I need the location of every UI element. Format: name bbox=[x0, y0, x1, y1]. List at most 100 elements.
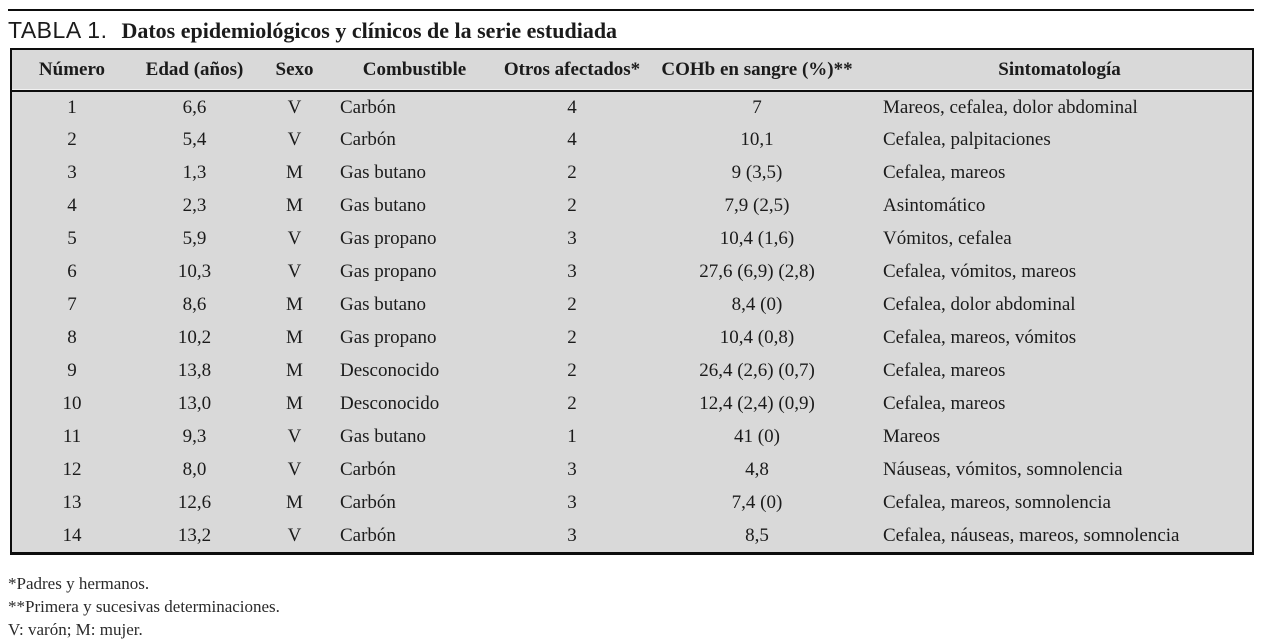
table-row: 2 5,4 V Carbón 4 10,1 Cefalea, palpitaciones bbox=[12, 123, 1252, 156]
table-row: 6 10,3 V Gas propano 3 27,6 (6,9) (2,8) Cefale… bbox=[12, 255, 1252, 288]
table-cell: 7 bbox=[647, 90, 867, 123]
footnote-determinaciones: **Primera y sucesivas determinaciones. bbox=[8, 597, 280, 616]
column-header-cohb: COHb en sangre (%)** bbox=[647, 50, 867, 90]
table-header: Número Edad (años) Sexo Combustible Otro… bbox=[12, 50, 1252, 90]
footnote-sexo-legend: V: varón; M: mujer. bbox=[8, 620, 143, 639]
table-cell: Desconocido bbox=[340, 392, 440, 414]
table-row: 1 6,6 V Carbón 4 7 Mareos, cefalea, dolor abdo… bbox=[12, 90, 1252, 123]
table-cell: 3 bbox=[567, 458, 577, 480]
column-header-sexo: Sexo bbox=[257, 50, 332, 90]
table-cell: Gas propano bbox=[340, 260, 437, 282]
table-cell: M bbox=[286, 293, 303, 315]
footnote-otros-afectados: *Padres y hermanos. bbox=[8, 574, 150, 593]
header-row: Número Edad (años) Sexo Combustible Otro… bbox=[12, 50, 1252, 90]
table-row: 7 8,6 M Gas butano 2 8,4 (0) Cefalea, dolor ab… bbox=[12, 288, 1252, 321]
table-cell: 14 bbox=[62, 524, 82, 546]
column-header-numero: Número bbox=[12, 50, 132, 90]
column-header-sintomatologia: Sintomatología bbox=[867, 50, 1252, 90]
table-cell: 8,6 bbox=[182, 293, 207, 315]
table-cell: Gas propano bbox=[340, 227, 437, 249]
table-cell: 4,8 bbox=[745, 458, 769, 480]
column-header-edad: Edad (años) bbox=[132, 50, 257, 90]
table-cell: Cefalea, mareos, somnolencia bbox=[883, 491, 1111, 513]
table-cell: Cefalea, náuseas, mareos, somnolencia bbox=[883, 524, 1180, 546]
table-cell: Carbón bbox=[340, 458, 396, 480]
table-cell: 6,6 bbox=[132, 90, 257, 123]
table-cell: 7,4 (0) bbox=[731, 491, 783, 513]
table-title: TABLA 1. Datos epidemiológicos y clínicos… bbox=[8, 17, 617, 44]
table-number-label: TABLA 1. bbox=[8, 17, 108, 43]
table-cell: 7 bbox=[67, 293, 77, 315]
table-cell: 11 bbox=[62, 425, 82, 447]
table-cell: Cefalea, mareos, vómitos bbox=[883, 326, 1077, 348]
epidemiology-table: Número Edad (años) Sexo Combustible Otro… bbox=[10, 48, 1254, 555]
table-cell: 41 (0) bbox=[734, 425, 780, 447]
table-row: 8 10,2 M Gas propano 2 10,4 (0,8) Cefalea, mar… bbox=[12, 321, 1252, 354]
table-cell: Náuseas, vómitos, somnolencia bbox=[883, 458, 1123, 480]
table-cell: 10 bbox=[62, 392, 82, 414]
table-cell: 8,5 bbox=[745, 524, 769, 546]
table-row: 11 9,3 V Gas butano 1 41 (0) Mareos bbox=[12, 420, 1252, 453]
table-cell: 4 bbox=[497, 90, 647, 123]
table-cell: Asintomático bbox=[883, 194, 986, 216]
table-cell: Carbón bbox=[340, 524, 396, 546]
table-cell: V bbox=[287, 458, 302, 480]
table-row: 4 2,3 M Gas butano 2 7,9 (2,5) Asintomático bbox=[12, 189, 1252, 222]
table-row: 10 13,0 M Desconocido 2 12,4 (2,4) (0,9) Cefal… bbox=[12, 387, 1252, 420]
table-cell: 2 bbox=[567, 392, 577, 414]
table-cell: Carbón bbox=[332, 90, 497, 123]
table-cell: 10,3 bbox=[177, 260, 212, 282]
table-cell: V bbox=[287, 524, 302, 546]
table-cell: Cefalea, mareos bbox=[883, 359, 1006, 381]
table-row: 5 5,9 V Gas propano 3 10,4 (1,6) Vómitos, cefa… bbox=[12, 222, 1252, 255]
table-cell: V bbox=[287, 128, 302, 150]
table-cell: 9 bbox=[67, 359, 77, 381]
table-cell: M bbox=[286, 326, 303, 348]
table-cell: V bbox=[287, 227, 302, 249]
table-cell: 10,4 (1,6) bbox=[719, 227, 795, 249]
table-cell: 8,0 bbox=[182, 458, 207, 480]
table-cell: Gas butano bbox=[340, 425, 427, 447]
footnotes: *Padres y hermanos. **Primera y sucesiva… bbox=[8, 572, 280, 641]
table-cell: 7,9 (2,5) bbox=[724, 194, 790, 216]
table-cell: 9,3 bbox=[182, 425, 207, 447]
table-cell: V bbox=[287, 260, 302, 282]
table-cell: 10,4 (0,8) bbox=[719, 326, 795, 348]
table-cell: 5,9 bbox=[182, 227, 207, 249]
table-cell: Carbón bbox=[340, 491, 396, 513]
table-cell: 1 bbox=[12, 90, 132, 123]
table-row: 14 13,2 V Carbón 3 8,5 Cefalea, náuseas, mareo… bbox=[12, 519, 1252, 552]
table-cell: 2 bbox=[567, 326, 577, 348]
table-cell: 1 bbox=[567, 425, 577, 447]
table-row: 9 13,8 M Desconocido 2 26,4 (2,6) (0,7) Cefale… bbox=[12, 354, 1252, 387]
table-cell: M bbox=[286, 491, 303, 513]
table-cell: 9 (3,5) bbox=[731, 161, 783, 183]
table-cell: 3 bbox=[67, 161, 77, 183]
table-cell: Carbón bbox=[340, 128, 396, 150]
table-row: 3 1,3 M Gas butano 2 9 (3,5) Cefalea, mareos bbox=[12, 156, 1252, 189]
table-cell: 13,8 bbox=[177, 359, 212, 381]
table-cell: 3 bbox=[567, 227, 577, 249]
table-cell: Desconocido bbox=[340, 359, 440, 381]
table-title-text: Datos epidemiológicos y clínicos de la s… bbox=[121, 18, 618, 43]
table-cell: Gas butano bbox=[340, 293, 427, 315]
table-cell: Mareos bbox=[883, 425, 940, 447]
table-cell: Mareos, cefalea, dolor abdominal bbox=[867, 90, 1252, 123]
table-cell: Cefalea, palpitaciones bbox=[883, 128, 1051, 150]
table-cell: 4 bbox=[567, 128, 577, 150]
table-cell: V bbox=[287, 425, 302, 447]
table-cell: M bbox=[286, 359, 303, 381]
table-cell: 3 bbox=[567, 260, 577, 282]
table-cell: 12,4 (2,4) (0,9) bbox=[699, 392, 815, 414]
table-cell: 13 bbox=[62, 491, 82, 513]
table-cell: 6 bbox=[67, 260, 77, 282]
table-cell: 3 bbox=[567, 524, 577, 546]
table-cell: 5,4 bbox=[182, 128, 207, 150]
table-cell: 8 bbox=[67, 326, 77, 348]
table-cell: 2 bbox=[67, 128, 77, 150]
table-row: 13 12,6 M Carbón 3 7,4 (0) Cefalea, mareos, so… bbox=[12, 486, 1252, 519]
table-cell: 2 bbox=[567, 359, 577, 381]
table-cell: 8,4 (0) bbox=[731, 293, 783, 315]
table-cell: Cefalea, dolor abdominal bbox=[883, 293, 1076, 315]
